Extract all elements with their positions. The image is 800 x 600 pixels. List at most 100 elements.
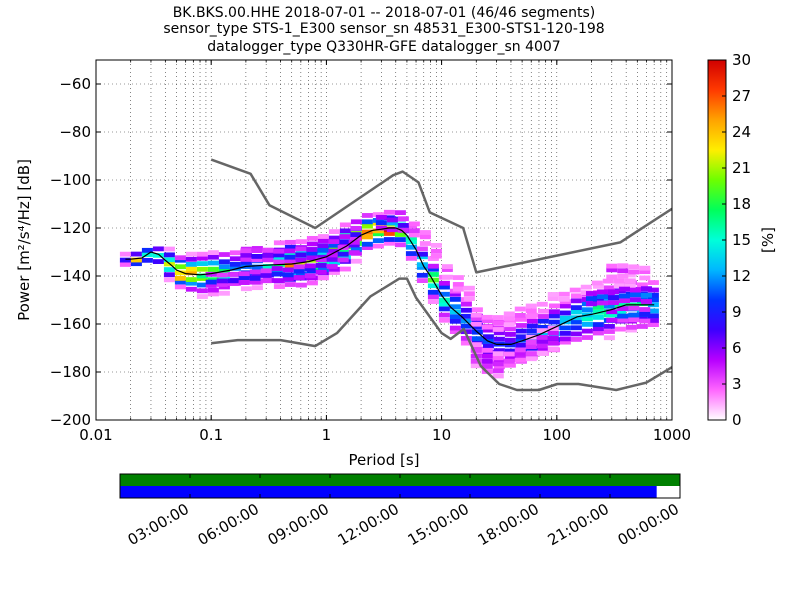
density-cell xyxy=(452,282,464,287)
density-cell xyxy=(196,282,208,288)
density-cell xyxy=(240,259,252,265)
density-cell xyxy=(196,261,208,267)
density-cell xyxy=(596,289,608,295)
density-cell xyxy=(438,317,450,323)
density-cell xyxy=(514,316,526,322)
density-cell xyxy=(416,278,428,283)
density-cell xyxy=(606,274,618,280)
density-cell xyxy=(492,361,504,367)
density-cell xyxy=(306,250,318,256)
density-cell xyxy=(282,267,294,273)
density-cell xyxy=(416,251,428,257)
coverage-tick-label: 21:00:00 xyxy=(545,500,612,549)
density-cell xyxy=(174,270,186,276)
density-cell xyxy=(306,280,318,286)
density-cell xyxy=(493,358,505,364)
density-cell xyxy=(405,255,417,261)
density-cell xyxy=(596,294,608,300)
x-tick-label: 1 xyxy=(322,426,332,444)
density-cell xyxy=(639,269,651,275)
density-cell xyxy=(419,241,431,246)
density-cell xyxy=(207,254,219,260)
density-cell xyxy=(205,279,217,285)
density-cell xyxy=(207,291,219,297)
density-cell xyxy=(463,291,475,297)
density-cell xyxy=(375,220,387,226)
density-cell xyxy=(548,303,560,309)
density-cell xyxy=(251,257,263,263)
density-cell xyxy=(449,318,461,324)
y-tick-label: −140 xyxy=(50,267,91,285)
density-cell xyxy=(463,296,475,301)
density-cell xyxy=(328,235,340,241)
density-cell xyxy=(386,220,398,226)
density-cell xyxy=(559,331,571,336)
density-cell xyxy=(284,254,296,260)
density-cell xyxy=(207,266,219,272)
density-cell xyxy=(515,323,527,328)
density-cell xyxy=(328,242,340,248)
density-cell xyxy=(647,318,659,323)
density-cell xyxy=(460,336,472,341)
density-cell xyxy=(328,229,340,235)
density-cell xyxy=(408,228,420,233)
median-curve xyxy=(125,227,655,345)
title-line1: BK.BKS.00.HHE 2018-07-01 -- 2018-07-01 (… xyxy=(173,5,596,21)
plot-frame xyxy=(95,59,673,421)
x-axis: 0.01 0.1 1 10 100 1000 xyxy=(79,60,691,444)
density-cell xyxy=(152,259,164,264)
density-cell xyxy=(284,248,296,254)
density-cell xyxy=(503,351,515,357)
density-cell xyxy=(547,330,559,336)
density-cell xyxy=(293,275,305,280)
density-cell xyxy=(618,293,630,299)
density-cell xyxy=(227,272,239,277)
colorbar-tick-label: 3 xyxy=(732,375,742,393)
density-cell xyxy=(304,273,316,279)
density-cell xyxy=(585,296,597,301)
density-cell xyxy=(163,246,175,252)
density-cell xyxy=(273,240,285,246)
density-cell xyxy=(163,257,175,263)
density-cell xyxy=(218,259,230,265)
density-cell xyxy=(295,257,307,263)
density-cell xyxy=(337,251,349,257)
density-cell xyxy=(607,289,619,295)
density-cell xyxy=(548,319,560,325)
density-cell xyxy=(216,272,228,278)
density-cell xyxy=(558,291,570,297)
density-cell xyxy=(628,312,640,318)
density-cell xyxy=(482,343,494,349)
density-cell xyxy=(207,260,219,266)
density-cell xyxy=(337,257,349,263)
density-cell xyxy=(196,251,208,257)
density-cell xyxy=(526,328,538,334)
density-cell xyxy=(152,246,164,252)
colorbar: 0 3 6 9 12 15 18 21 24 27 30 [%] xyxy=(707,51,777,429)
density-cell xyxy=(570,298,582,304)
density-cell xyxy=(328,239,340,245)
density-cell xyxy=(196,255,208,261)
density-cell xyxy=(262,247,274,253)
density-cell xyxy=(205,282,217,288)
density-cell xyxy=(240,248,252,254)
density-cell xyxy=(152,252,164,258)
density-cell xyxy=(271,271,283,277)
density-cell xyxy=(174,255,186,261)
density-cell xyxy=(408,232,420,238)
density-cell xyxy=(438,280,450,286)
density-cell xyxy=(218,252,230,257)
density-cell xyxy=(628,264,640,270)
density-cell xyxy=(361,234,373,240)
density-cell xyxy=(470,321,482,327)
y-axis: −200 −180 −160 −140 −120 −100 −80 −60 xyxy=(50,75,672,429)
density-cell xyxy=(141,247,153,253)
density-cell xyxy=(394,237,406,242)
density-cell xyxy=(471,339,483,345)
density-cell xyxy=(570,325,582,331)
y-tick-label: −120 xyxy=(50,219,91,237)
y-axis-label: Power [m²/s⁴/Hz] [dB] xyxy=(15,159,33,321)
density-cell xyxy=(350,232,362,238)
density-cell xyxy=(282,272,294,278)
density-cell xyxy=(196,294,208,299)
